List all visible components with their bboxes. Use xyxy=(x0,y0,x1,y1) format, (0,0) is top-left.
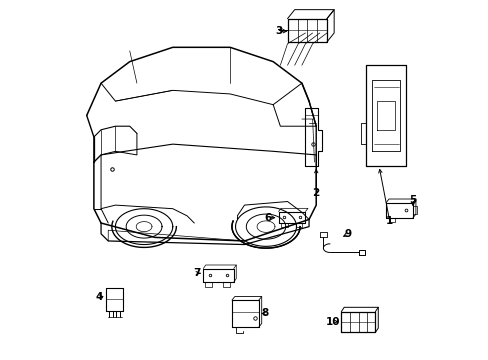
Text: 2: 2 xyxy=(312,188,319,198)
Text: 8: 8 xyxy=(261,309,268,318)
Text: 5: 5 xyxy=(408,195,416,205)
Text: 4: 4 xyxy=(95,292,103,302)
Text: 9: 9 xyxy=(344,229,351,239)
Text: 1: 1 xyxy=(386,216,392,226)
Text: 3: 3 xyxy=(274,26,282,36)
Text: 7: 7 xyxy=(193,268,201,278)
Text: 10: 10 xyxy=(325,317,340,327)
Text: 6: 6 xyxy=(264,213,271,222)
